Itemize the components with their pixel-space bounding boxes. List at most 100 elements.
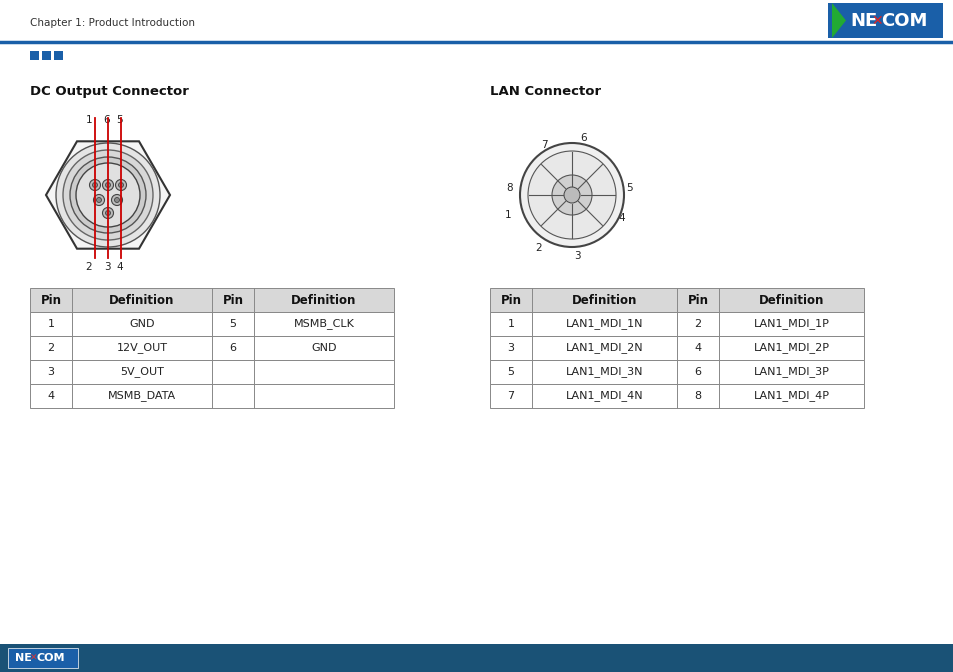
FancyBboxPatch shape	[490, 360, 863, 384]
Text: 5V_OUT: 5V_OUT	[120, 366, 164, 378]
Text: 5: 5	[626, 183, 633, 193]
Text: 1: 1	[86, 115, 92, 125]
FancyBboxPatch shape	[8, 648, 78, 668]
Text: 5: 5	[116, 115, 123, 125]
Circle shape	[114, 198, 119, 202]
Text: LAN1_MDI_1P: LAN1_MDI_1P	[753, 319, 828, 329]
Text: 27: 27	[470, 648, 483, 658]
Text: COM: COM	[37, 653, 66, 663]
Circle shape	[118, 183, 123, 187]
Text: 7: 7	[507, 391, 514, 401]
Polygon shape	[46, 141, 170, 249]
Text: Definition: Definition	[758, 294, 823, 306]
Circle shape	[76, 163, 140, 227]
Text: 6: 6	[694, 367, 700, 377]
Circle shape	[106, 210, 111, 216]
Text: 5: 5	[507, 367, 514, 377]
Text: 5: 5	[230, 319, 236, 329]
Text: 4: 4	[618, 213, 624, 223]
Circle shape	[106, 183, 111, 187]
Text: MSMB_DATA: MSMB_DATA	[108, 390, 176, 401]
FancyBboxPatch shape	[30, 384, 394, 408]
FancyBboxPatch shape	[30, 51, 39, 60]
Text: 8: 8	[694, 391, 700, 401]
Text: Pin: Pin	[500, 294, 521, 306]
Text: NE: NE	[849, 13, 877, 30]
Text: COM: COM	[880, 13, 926, 30]
Text: LAN1_MDI_4N: LAN1_MDI_4N	[565, 390, 642, 401]
Circle shape	[112, 194, 122, 206]
Text: 12V_OUT: 12V_OUT	[116, 343, 168, 353]
Text: Pin: Pin	[40, 294, 61, 306]
FancyBboxPatch shape	[827, 3, 942, 38]
Text: ✕: ✕	[870, 15, 882, 28]
FancyBboxPatch shape	[30, 360, 394, 384]
FancyBboxPatch shape	[30, 336, 394, 360]
Circle shape	[93, 194, 105, 206]
Text: 2: 2	[48, 343, 54, 353]
Text: 4: 4	[116, 262, 123, 272]
Circle shape	[527, 151, 616, 239]
Circle shape	[70, 157, 146, 233]
Text: 8: 8	[506, 183, 513, 193]
Circle shape	[115, 179, 127, 190]
Text: 6: 6	[230, 343, 236, 353]
Polygon shape	[831, 3, 845, 38]
FancyBboxPatch shape	[30, 288, 394, 312]
Text: LAN Connector: LAN Connector	[490, 85, 600, 98]
Text: 4: 4	[694, 343, 700, 353]
Circle shape	[92, 183, 97, 187]
Circle shape	[90, 179, 100, 190]
Text: 1: 1	[48, 319, 54, 329]
Text: Pin: Pin	[222, 294, 243, 306]
Text: Definition: Definition	[571, 294, 637, 306]
Text: 1: 1	[507, 319, 514, 329]
Text: LAN1_MDI_3P: LAN1_MDI_3P	[753, 366, 828, 378]
Circle shape	[563, 187, 579, 203]
Text: 2: 2	[86, 262, 92, 272]
FancyBboxPatch shape	[490, 312, 863, 336]
Text: 3: 3	[104, 262, 111, 272]
Text: Definition: Definition	[110, 294, 174, 306]
Text: DC Output Connector: DC Output Connector	[30, 85, 189, 98]
Text: Chapter 1: Product Introduction: Chapter 1: Product Introduction	[30, 18, 194, 28]
Text: Pin: Pin	[687, 294, 708, 306]
FancyBboxPatch shape	[490, 336, 863, 360]
Text: 6: 6	[580, 133, 587, 143]
Text: LAN1_MDI_2P: LAN1_MDI_2P	[753, 343, 828, 353]
Text: MSMB_CLK: MSMB_CLK	[294, 319, 355, 329]
Text: GND: GND	[129, 319, 154, 329]
Circle shape	[519, 143, 623, 247]
FancyBboxPatch shape	[0, 644, 953, 672]
Text: Copyright © 2012 NEXCOM International Co., Ltd. All rights reserved: Copyright © 2012 NEXCOM International Co…	[8, 648, 296, 657]
Text: LAN1_MDI_2N: LAN1_MDI_2N	[565, 343, 642, 353]
Text: ✕: ✕	[30, 653, 37, 663]
Text: 3: 3	[48, 367, 54, 377]
Text: NE: NE	[15, 653, 31, 663]
Circle shape	[63, 150, 152, 240]
FancyBboxPatch shape	[490, 384, 863, 408]
Text: 4: 4	[48, 391, 54, 401]
Text: 3: 3	[573, 251, 579, 261]
Circle shape	[102, 179, 113, 190]
Circle shape	[102, 208, 113, 218]
Circle shape	[56, 143, 160, 247]
Text: Definition: Definition	[291, 294, 356, 306]
FancyBboxPatch shape	[30, 312, 394, 336]
Circle shape	[96, 198, 101, 202]
Text: 3: 3	[507, 343, 514, 353]
Text: GND: GND	[311, 343, 336, 353]
FancyBboxPatch shape	[54, 51, 63, 60]
Text: 6: 6	[104, 115, 111, 125]
Text: 1: 1	[504, 210, 511, 220]
Text: 7: 7	[540, 140, 547, 150]
Text: 2: 2	[694, 319, 700, 329]
FancyBboxPatch shape	[490, 288, 863, 312]
Text: LAN1_MDI_3N: LAN1_MDI_3N	[565, 366, 642, 378]
Text: LAN1_MDI_1N: LAN1_MDI_1N	[565, 319, 642, 329]
FancyBboxPatch shape	[42, 51, 51, 60]
Text: 2: 2	[536, 243, 541, 253]
Text: VMC 3000/4000 Series User Manual: VMC 3000/4000 Series User Manual	[795, 648, 945, 657]
Circle shape	[552, 175, 592, 215]
Text: LAN1_MDI_4P: LAN1_MDI_4P	[753, 390, 828, 401]
